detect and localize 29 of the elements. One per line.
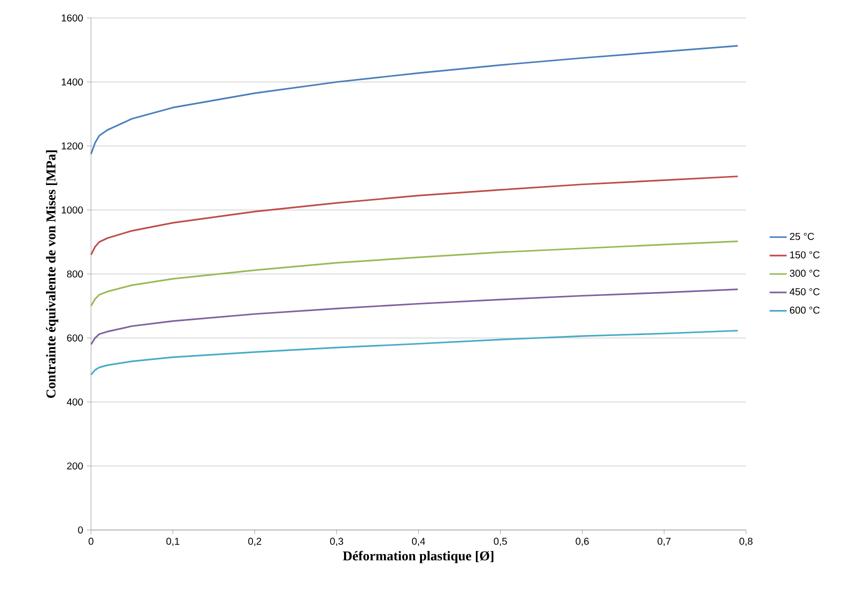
y-tick-label: 1200 bbox=[62, 142, 83, 150]
x-tick-label: 0,1 bbox=[166, 538, 180, 546]
x-tick-label: 0 bbox=[88, 538, 94, 545]
y-tick-label: 0 bbox=[78, 526, 83, 534]
y-tick-label: 1600 bbox=[62, 14, 83, 22]
x-tick-label: 0,5 bbox=[494, 538, 507, 546]
x-tick-label: 0,4 bbox=[412, 538, 426, 546]
x-tick-label: 0,6 bbox=[576, 538, 589, 546]
x-tick-label: 0,8 bbox=[739, 538, 752, 546]
line-series bbox=[90, 288, 739, 346]
legend-label: 300 °C bbox=[790, 270, 820, 277]
y-tick-label: 800 bbox=[67, 270, 83, 278]
y-tick-label: 1000 bbox=[62, 206, 83, 214]
line-series bbox=[90, 176, 739, 256]
y-tick-label: 1400 bbox=[62, 78, 83, 86]
x-tick-label: 0,2 bbox=[248, 538, 262, 546]
x-tick-label: 0,7 bbox=[658, 538, 671, 546]
legend-label: 150 °C bbox=[790, 251, 820, 258]
legend-label: 25 °C bbox=[790, 232, 814, 240]
x-tick-label: 0,3 bbox=[330, 538, 344, 546]
legend-label: 600 °C bbox=[790, 306, 820, 314]
line-series bbox=[90, 330, 739, 376]
y-tick-label: 200 bbox=[67, 462, 83, 470]
line-series bbox=[90, 45, 739, 155]
y-axis-title: Contrainte équivalente de von Mises [MPa] bbox=[46, 150, 58, 398]
legend-label: 450 °C bbox=[790, 288, 820, 296]
x-axis-title: Déformation plastique [Ø] bbox=[342, 550, 494, 564]
y-tick-label: 400 bbox=[66, 398, 83, 406]
y-tick-label: 600 bbox=[67, 334, 83, 342]
